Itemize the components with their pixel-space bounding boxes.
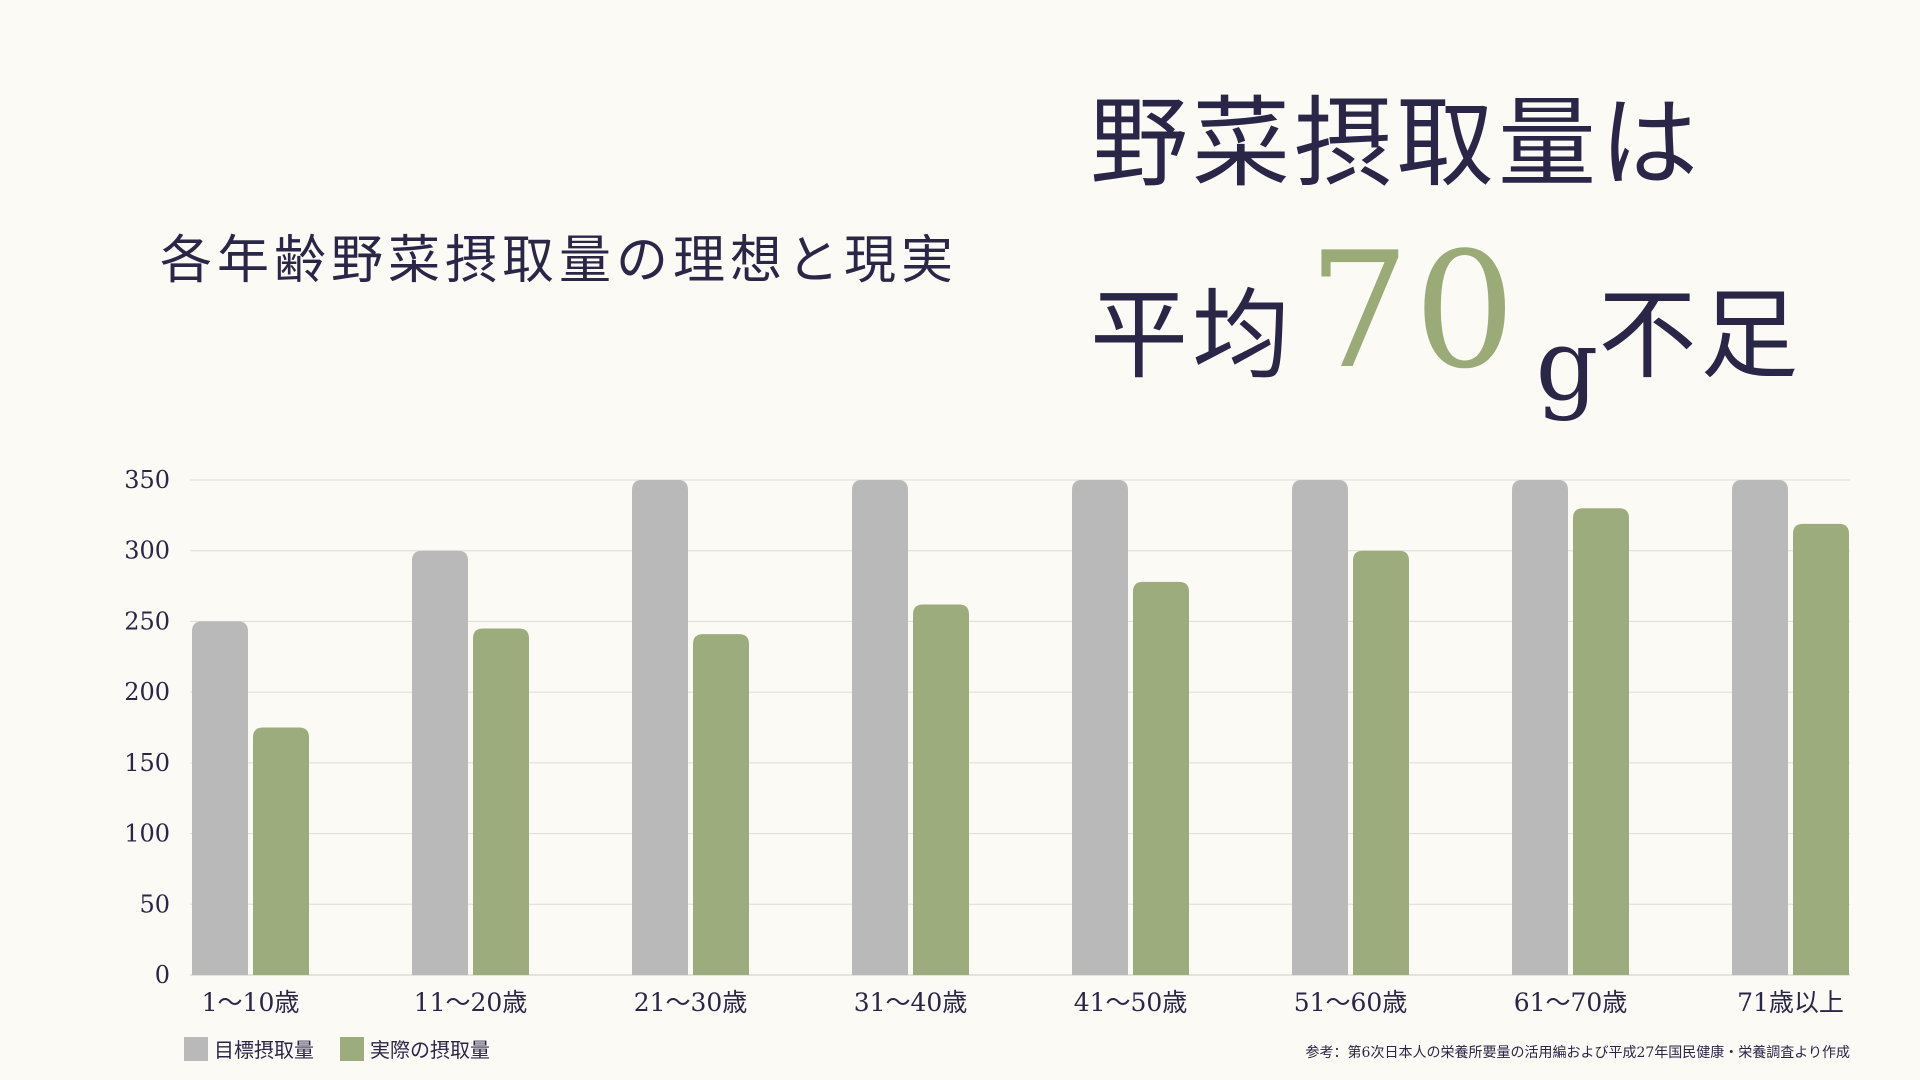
legend: 目標摂取量 実際の摂取量 bbox=[184, 1034, 516, 1063]
y-tick-label: 250 bbox=[124, 607, 170, 635]
y-tick-label: 200 bbox=[124, 678, 170, 706]
y-axis-ticks: 350 300 250 200 150 100 50 0 bbox=[124, 466, 170, 989]
legend-swatch-target bbox=[184, 1036, 208, 1061]
bar-target bbox=[852, 480, 908, 975]
headline-unit: g bbox=[1535, 309, 1599, 423]
bar-actual bbox=[1793, 523, 1849, 975]
legend-item-actual: 実際の摂取量 bbox=[340, 1034, 490, 1063]
x-category-label: 21〜30歳 bbox=[634, 988, 748, 1017]
bar-target bbox=[1512, 480, 1568, 975]
legend-label-target: 目標摂取量 bbox=[214, 1038, 314, 1062]
x-category-label: 31〜40歳 bbox=[854, 988, 968, 1017]
bar-actual bbox=[1573, 508, 1629, 975]
bars bbox=[192, 480, 1849, 975]
bar-target bbox=[1292, 480, 1348, 975]
bar-actual bbox=[1353, 550, 1409, 975]
x-category-label: 11〜20歳 bbox=[414, 988, 528, 1017]
headline-prefix: 平均 bbox=[1090, 279, 1295, 393]
x-category-label: 61〜70歳 bbox=[1514, 988, 1628, 1017]
source-note: 参考：第6次日本人の栄養所要量の活用編および平成27年国民健康・栄養調査より作成 bbox=[1305, 1045, 1850, 1061]
legend-label-actual: 実際の摂取量 bbox=[370, 1038, 490, 1062]
bar-target bbox=[632, 480, 688, 975]
bar-actual bbox=[913, 604, 969, 975]
bar-actual bbox=[693, 634, 749, 975]
x-category-label: 51〜60歳 bbox=[1294, 988, 1408, 1017]
y-tick-label: 50 bbox=[139, 890, 170, 918]
y-tick-label: 0 bbox=[155, 961, 170, 989]
bar-target bbox=[1732, 480, 1788, 975]
x-category-label: 71歳以上 bbox=[1737, 988, 1844, 1017]
y-tick-label: 300 bbox=[124, 537, 170, 565]
y-tick-label: 150 bbox=[124, 749, 170, 777]
bar-actual bbox=[253, 727, 309, 975]
bar-actual bbox=[473, 628, 529, 975]
headline-suffix: 不足 bbox=[1598, 279, 1803, 393]
legend-item-target: 目標摂取量 bbox=[184, 1034, 314, 1063]
legend-swatch-actual bbox=[340, 1036, 364, 1061]
chart-subtitle: 各年齢野菜摂取量の理想と現実 bbox=[160, 231, 959, 291]
bar-target bbox=[412, 550, 468, 975]
bar-actual bbox=[1133, 581, 1189, 975]
x-axis-labels: 1〜10歳 11〜20歳 21〜30歳 31〜40歳 41〜50歳 51〜60歳 61〜70… bbox=[202, 988, 1844, 1017]
headline-number: 70 bbox=[1308, 217, 1520, 404]
bar-target bbox=[192, 621, 248, 975]
bar-target bbox=[1072, 480, 1128, 975]
x-category-label: 41〜50歳 bbox=[1074, 988, 1188, 1017]
headline-line2: 平均70 g不足 bbox=[1090, 225, 1803, 416]
y-tick-label: 350 bbox=[124, 466, 170, 494]
x-category-label: 1〜10歳 bbox=[202, 988, 300, 1017]
y-tick-label: 100 bbox=[124, 820, 170, 848]
headline-line1: 野菜摂取量は bbox=[1090, 87, 1703, 201]
